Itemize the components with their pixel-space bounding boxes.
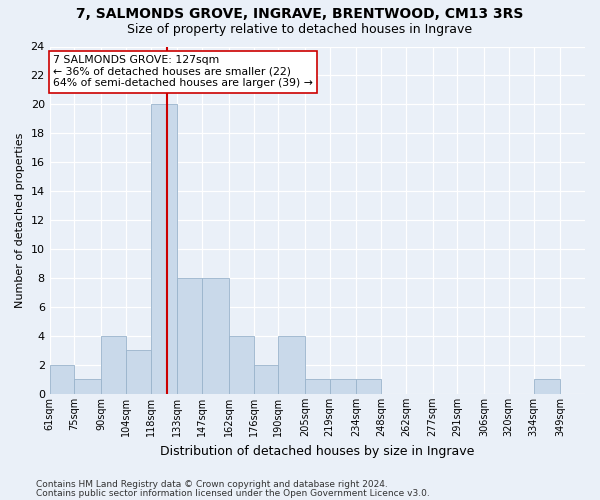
- Bar: [151, 104, 177, 394]
- Bar: [305, 380, 330, 394]
- Text: 7, SALMONDS GROVE, INGRAVE, BRENTWOOD, CM13 3RS: 7, SALMONDS GROVE, INGRAVE, BRENTWOOD, C…: [76, 8, 524, 22]
- Text: 7 SALMONDS GROVE: 127sqm
← 36% of detached houses are smaller (22)
64% of semi-d: 7 SALMONDS GROVE: 127sqm ← 36% of detach…: [53, 55, 313, 88]
- Bar: [330, 380, 356, 394]
- Bar: [101, 336, 126, 394]
- Bar: [50, 365, 74, 394]
- Text: Contains HM Land Registry data © Crown copyright and database right 2024.: Contains HM Land Registry data © Crown c…: [36, 480, 388, 489]
- Text: Contains public sector information licensed under the Open Government Licence v3: Contains public sector information licen…: [36, 488, 430, 498]
- Bar: [356, 380, 381, 394]
- Bar: [74, 380, 101, 394]
- Text: Size of property relative to detached houses in Ingrave: Size of property relative to detached ho…: [127, 22, 473, 36]
- Bar: [533, 380, 560, 394]
- X-axis label: Distribution of detached houses by size in Ingrave: Distribution of detached houses by size …: [160, 444, 475, 458]
- Bar: [278, 336, 305, 394]
- Bar: [229, 336, 254, 394]
- Bar: [177, 278, 202, 394]
- Bar: [254, 365, 278, 394]
- Bar: [202, 278, 229, 394]
- Bar: [126, 350, 151, 394]
- Y-axis label: Number of detached properties: Number of detached properties: [15, 132, 25, 308]
